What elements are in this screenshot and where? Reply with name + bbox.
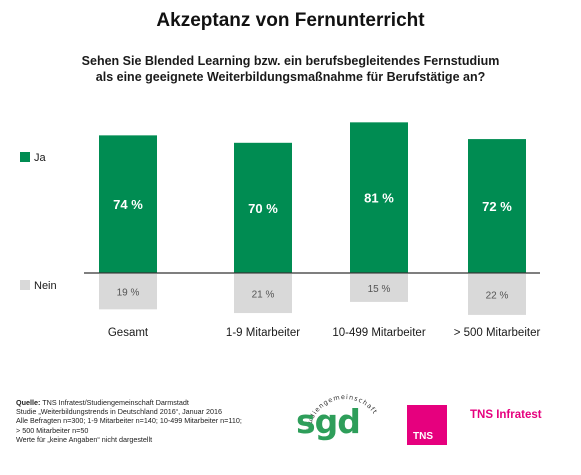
- data-label-nein: 21 %: [252, 290, 275, 301]
- footer-line-4: Werte für „keine Angaben“ nicht dargeste…: [16, 434, 153, 444]
- category-label: Gesamt: [108, 327, 149, 339]
- bar-ja: [350, 122, 408, 273]
- bars-group: 74 % 19 % 70 % 21 % 81 % 15 % 72 % 22 %: [99, 122, 526, 315]
- source-footer: Quelle: TNS Infratest/Studiengemeinschaf…: [16, 398, 306, 444]
- legend-swatch-nein: [20, 280, 30, 290]
- category-labels: Gesamt 1-9 Mitarbeiter 10-499 Mitarbeiter >…: [108, 327, 541, 339]
- bar-nein: [234, 274, 292, 314]
- data-label-ja: 72 %: [482, 199, 512, 214]
- bar-nein: [99, 274, 157, 310]
- category-label: 1-9 Mitarbeiter: [226, 327, 300, 339]
- bar-ja: [234, 142, 292, 273]
- category-label: > 500 Mitarbeiter: [454, 327, 541, 339]
- data-label-nein: 22 %: [486, 290, 509, 301]
- footer-line-1: Studie „Weiterbildungstrends in Deutschl…: [16, 407, 223, 417]
- category-label: 10-499 Mitarbeiter: [332, 327, 425, 339]
- tns-infratest-logo-text: TNS Infratest: [470, 409, 542, 421]
- bar-ja: [99, 135, 157, 273]
- footer-line-2: Alle Befragten n=300; 1-9 Mitarbeiter n=…: [16, 416, 242, 426]
- subtitle-line-1: Sehen Sie Blended Learning bzw. ein beru…: [81, 54, 500, 68]
- data-label-ja: 70 %: [248, 201, 278, 216]
- sgd-ring-icon: studiengemeinschaft: [304, 393, 378, 432]
- data-label-ja: 74 %: [113, 197, 143, 212]
- tns-logo-box: TNS: [407, 405, 447, 445]
- bar-ja: [468, 139, 526, 273]
- chart-title: Akzeptanz von Fernunterricht: [156, 10, 425, 31]
- legend-swatch-ja: [20, 152, 30, 162]
- subtitle-line-2: als eine geeignete Weiterbildungsmaßnahm…: [95, 70, 486, 84]
- data-label-ja: 81 %: [364, 191, 394, 206]
- footer-line-3: > 500 Mitarbeiter n=50: [16, 425, 89, 435]
- data-label-nein: 15 %: [368, 284, 391, 295]
- footer-source-line: Quelle: TNS Infratest/Studiengemeinschaf…: [16, 398, 306, 407]
- sgd-logo: studiengemeinschaft sgd: [296, 386, 394, 460]
- data-label-nein: 19 %: [117, 288, 140, 299]
- tns-box-text: TNS: [413, 431, 433, 442]
- bar-nein: [350, 274, 408, 302]
- legend: Ja Nein: [20, 152, 57, 292]
- footer-source-label: Quelle:: [16, 398, 41, 407]
- legend-label-nein: Nein: [34, 280, 57, 292]
- legend-label-ja: Ja: [34, 152, 47, 164]
- chart-subtitle: Sehen Sie Blended Learning bzw. ein beru…: [0, 53, 581, 85]
- footer-source-text: TNS Infratest/Studiengemeinschaft Darmst…: [42, 398, 189, 407]
- bar-nein: [468, 274, 526, 315]
- sgd-logo-text: sgd: [296, 402, 361, 441]
